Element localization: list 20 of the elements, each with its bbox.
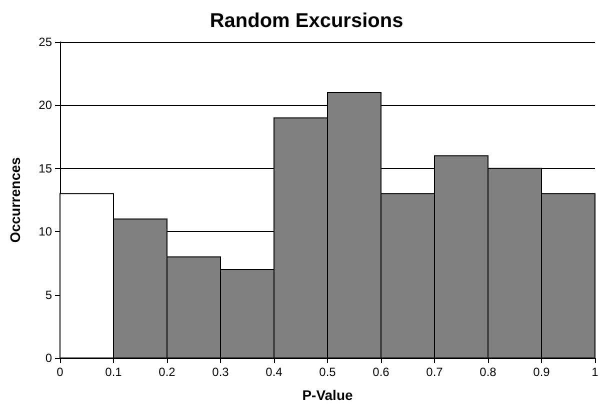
x-tick-label: 0.9 <box>533 365 550 379</box>
x-tick-label: 0.2 <box>158 365 176 379</box>
x-tick-label: 0.1 <box>105 365 122 379</box>
x-tick-label: 0.6 <box>372 365 390 379</box>
x-tick-label: 0.4 <box>266 365 283 379</box>
y-tick-label: 0 <box>45 351 52 365</box>
chart-title: Random Excursions <box>210 10 404 32</box>
y-tick-label: 25 <box>38 35 52 49</box>
y-tick-label: 20 <box>38 98 52 112</box>
y-tick-label: 5 <box>45 288 52 302</box>
x-tick-label: 0 <box>56 365 64 379</box>
y-tick-label: 15 <box>38 161 52 176</box>
x-tick-label: 0.3 <box>212 365 230 379</box>
x-tick-label: 0.7 <box>426 365 444 379</box>
y-tick-label: 10 <box>38 224 52 239</box>
x-tick-label: 0.8 <box>480 365 497 379</box>
x-axis-title: P-Value <box>302 387 353 403</box>
y-axis-title: Occurrences <box>7 156 23 243</box>
x-tick-label: 0.5 <box>319 365 336 379</box>
x-tick-label: 1 <box>592 365 599 379</box>
